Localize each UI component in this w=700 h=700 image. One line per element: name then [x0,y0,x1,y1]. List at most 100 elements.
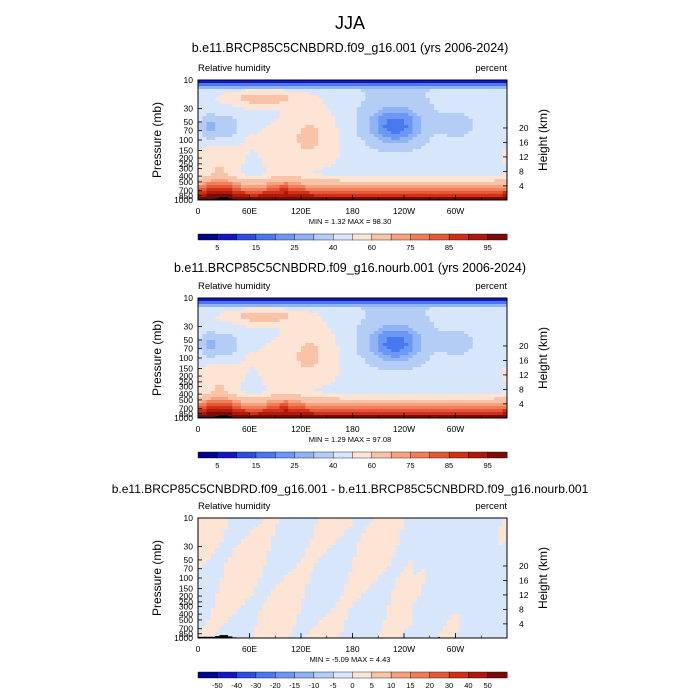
contour-cell [266,376,272,380]
contour-cell [464,301,469,305]
contour-cell [442,298,448,302]
contour-cell [365,307,371,311]
contour-cell [215,194,220,198]
contour-cell [438,86,444,90]
contour-cell [464,310,469,314]
contour-cell [481,304,486,308]
contour-cell [485,122,491,126]
contour-cell [232,373,238,377]
contour-cell [365,316,371,320]
contour-cell [292,113,298,117]
contour-cell [270,304,276,308]
contour-cell [404,349,409,353]
contour-cell [206,83,212,87]
contour-cell [240,170,246,174]
contour-cell [279,331,285,335]
contour-cell [292,316,298,320]
contour-cell [275,340,280,344]
contour-cell [313,179,319,183]
contour-cell [313,188,319,192]
contour-cell [262,167,268,171]
contour-cell [331,176,336,180]
contour-cell [378,83,383,87]
contour-cell [210,152,216,156]
contour-cell [249,116,255,120]
contour-cell [472,119,478,123]
contour-cell [378,361,383,365]
contour-cell [412,298,418,302]
contour-cell [446,346,452,350]
contour-cell [335,340,341,344]
contour-cell [386,188,392,192]
contour-cell [215,376,220,380]
contour-cell [249,152,255,156]
contour-cell [322,131,328,135]
contour-cell [404,188,409,192]
contour-cell [416,301,422,305]
contour-cell [378,125,383,129]
contour-cell [335,370,341,374]
contour-cell [352,140,358,144]
y2-tick-label: 20 [519,123,529,133]
contour-cell [266,164,272,168]
contour-cell [322,304,328,308]
contour-cell [421,182,426,186]
contour-cell [292,128,298,132]
contour-cell [206,370,212,374]
contour-cell [258,95,263,99]
contour-cell [301,346,306,350]
contour-cell [391,355,396,359]
contour-cell [464,116,469,120]
contour-cell [258,179,263,183]
contour-cell [395,197,401,201]
contour-cell [425,373,431,377]
contour-cell [210,164,216,168]
contour-cell [253,152,259,156]
contour-cell [416,101,422,105]
contour-cell [416,328,422,332]
contour-cell [339,170,345,174]
contour-cell [361,325,366,329]
contour-cell [356,322,362,326]
contour-cell [494,98,499,102]
contour-cell [373,125,379,129]
contour-cell [399,86,405,90]
contour-cell [219,164,225,168]
contour-cell [378,161,383,165]
contour-cell [219,149,225,153]
contour-cell [421,122,426,126]
chart-panel-1: b.e11.BRCP85C5CNBDRD.f09_g16.001 (yrs 20… [150,41,550,252]
contour-cell [313,134,319,138]
contour-cell [502,122,508,126]
contour-cell [262,107,268,111]
contour-cell [365,149,371,153]
contour-cell [464,364,469,368]
contour-cell [395,179,401,183]
contour-cell [369,92,375,96]
contour-cell [309,298,315,302]
contour-cell [301,188,306,192]
contour-cell [429,355,435,359]
contour-cell [502,179,508,183]
contour-cell [339,188,345,192]
contour-cell [275,149,280,153]
contour-cell [283,331,289,335]
contour-cell [279,361,285,365]
contour-cell [459,146,465,150]
contour-cell [429,310,435,314]
contour-cell [446,149,452,153]
contour-cell [489,328,495,332]
contour-cell [236,170,242,174]
contour-cell [240,98,246,102]
contour-cell [386,137,392,141]
contour-cell [326,185,332,189]
contour-cell [240,89,246,93]
contour-cell [429,173,435,177]
contour-cell [348,107,353,111]
contour-cell [498,307,504,311]
contour-cell [288,343,293,347]
contour-cell [438,167,444,171]
contour-cell [386,331,392,335]
contour-cell [468,343,474,347]
contour-cell [421,331,426,335]
